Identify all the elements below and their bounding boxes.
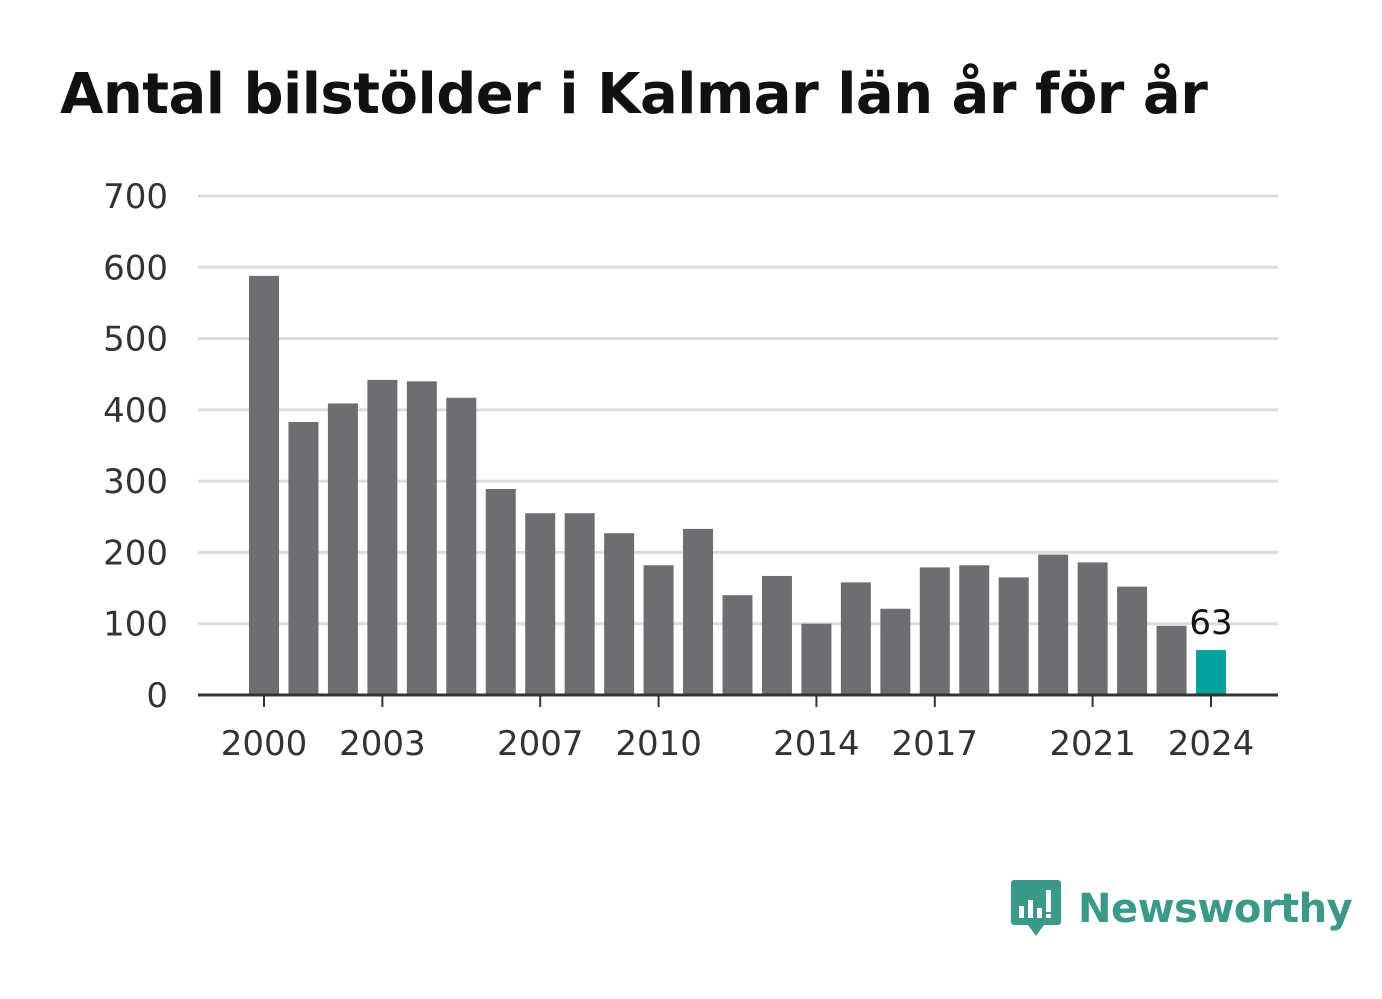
y-tick-label: 700 (103, 177, 168, 217)
y-tick-label: 300 (103, 462, 168, 502)
x-tick-label: 2014 (773, 724, 860, 764)
y-tick-label: 200 (103, 533, 168, 573)
bar-2023 (1156, 625, 1187, 695)
newsworthy-logo: Newsworthy (1010, 878, 1353, 940)
newsworthy-logo-icon (1011, 880, 1061, 936)
bar-2013 (761, 575, 792, 695)
bar-2020 (1038, 554, 1069, 695)
x-tick-label: 2010 (615, 724, 702, 764)
gridlines (198, 194, 1278, 626)
bar-2000 (249, 275, 279, 695)
x-tick-label: 2003 (339, 724, 426, 764)
bar-2019 (998, 577, 1029, 695)
bar-2007 (525, 513, 556, 695)
bar-2014 (801, 623, 832, 695)
bar-2012 (722, 595, 753, 695)
brand-name: Newsworthy (1078, 886, 1353, 932)
y-tick-label: 100 (103, 605, 168, 645)
bar-2018 (959, 565, 990, 695)
y-axis: 0 100 200 300 400 500 600 700 (103, 177, 168, 716)
y-tick-label: 400 (103, 391, 168, 431)
x-tick-label: 2000 (221, 724, 308, 764)
x-tick-label: 2007 (497, 724, 584, 764)
x-tick-label: 2024 (1168, 724, 1255, 764)
y-tick-label: 0 (146, 676, 168, 716)
bar-2006 (485, 488, 516, 695)
bar-2015 (840, 582, 871, 695)
bar-2016 (880, 608, 911, 695)
bar-2024 (1196, 650, 1226, 695)
bar-2022 (1117, 586, 1148, 695)
y-tick-label: 500 (103, 320, 168, 360)
bar-2010 (643, 565, 674, 695)
x-tick-label: 2021 (1049, 724, 1136, 764)
bar-2003 (367, 379, 398, 695)
bar-2004 (406, 381, 437, 695)
chart-title: Antal bilstölder i Kalmar län år för år (60, 62, 1208, 127)
bar-2021 (1077, 562, 1108, 695)
bars (249, 275, 1226, 695)
x-axis: 2000 2003 2007 2010 2014 2017 2021 2024 (198, 693, 1278, 764)
x-tick-label: 2017 (892, 724, 979, 764)
bar-2001 (288, 421, 319, 695)
bar-2002 (327, 403, 358, 695)
data-labels: 63 (1189, 603, 1232, 643)
bar-2008 (564, 513, 595, 695)
data-label-2024: 63 (1189, 603, 1232, 643)
bar-2017 (919, 567, 950, 695)
bar-2011 (683, 528, 714, 695)
bar-2009 (604, 533, 635, 695)
y-tick-label: 600 (103, 248, 168, 288)
bar-2005 (446, 397, 477, 695)
